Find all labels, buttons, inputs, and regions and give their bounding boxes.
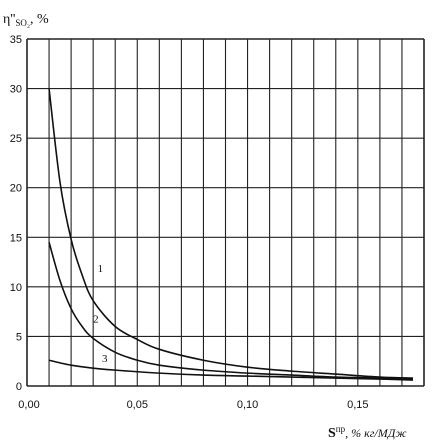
- y-tick-label: 30: [10, 84, 22, 96]
- y-tick-label: 5: [16, 331, 22, 343]
- y-tick-label: 15: [10, 232, 22, 244]
- x-tick-label: 0,00: [18, 399, 39, 411]
- y-tick-label: 20: [10, 183, 22, 195]
- x-tick-labels: 0,00 0,05 0,10 0,15: [18, 399, 368, 411]
- y-tick-label: 0: [16, 381, 22, 393]
- y-tick-label: 35: [10, 34, 22, 46]
- curve-label-2: 2: [93, 314, 99, 326]
- grid: [26, 38, 425, 387]
- y-tick-labels: 0 5 10 15 20 25 30 35: [10, 34, 22, 393]
- x-tick-label: 0,15: [347, 399, 368, 411]
- curve-2: [48, 242, 413, 380]
- y-tick-label: 10: [10, 282, 22, 294]
- curve-1: [48, 88, 413, 379]
- x-axis-label: Sпр, % кг/МДж: [328, 424, 407, 441]
- curve-label-3: 3: [102, 353, 108, 365]
- y-axis-label: η''SO₂, %: [3, 12, 49, 28]
- curve-labels: 1 2 3: [93, 263, 108, 365]
- x-tick-label: 0,10: [237, 399, 258, 411]
- curves: [48, 88, 413, 381]
- x-tick-label: 0,05: [127, 399, 148, 411]
- curve-label-1: 1: [98, 263, 104, 275]
- y-tick-label: 25: [10, 133, 22, 145]
- curve-3: [48, 359, 413, 381]
